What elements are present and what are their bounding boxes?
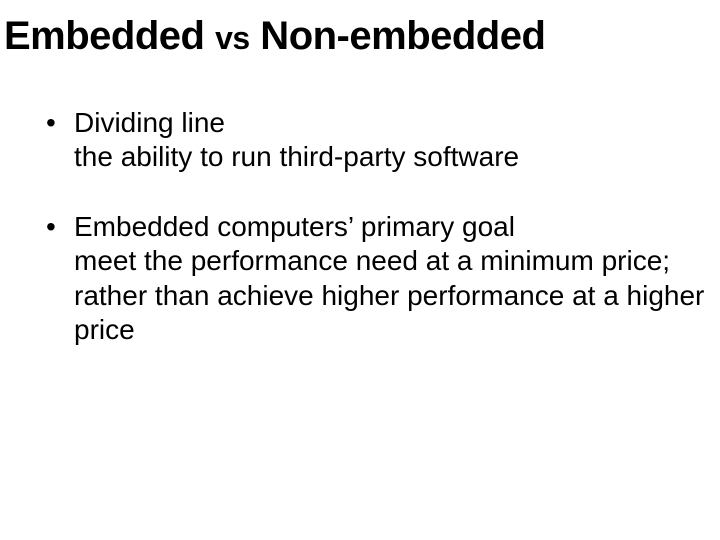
bullet-head: Dividing line [74,106,712,140]
title-right: Non-embedded [250,14,546,58]
bullet-line: rather than achieve higher performance a… [74,279,712,347]
title-vs: vs [215,20,250,56]
title-left: Embedded [4,14,215,58]
slide-title: Embedded vs Non-embedded [4,14,545,59]
bullet-line: meet the performance need at a minimum p… [74,244,712,278]
bullet-item: Dividing line the ability to run third-p… [46,106,712,174]
bullet-head: Embedded computers’ primary goal [74,210,712,244]
slide-body: Dividing line the ability to run third-p… [46,106,712,383]
slide: Embedded vs Non-embedded Dividing line t… [0,0,720,540]
bullet-item: Embedded computers’ primary goal meet th… [46,210,712,347]
bullet-line: the ability to run third-party software [74,140,712,174]
